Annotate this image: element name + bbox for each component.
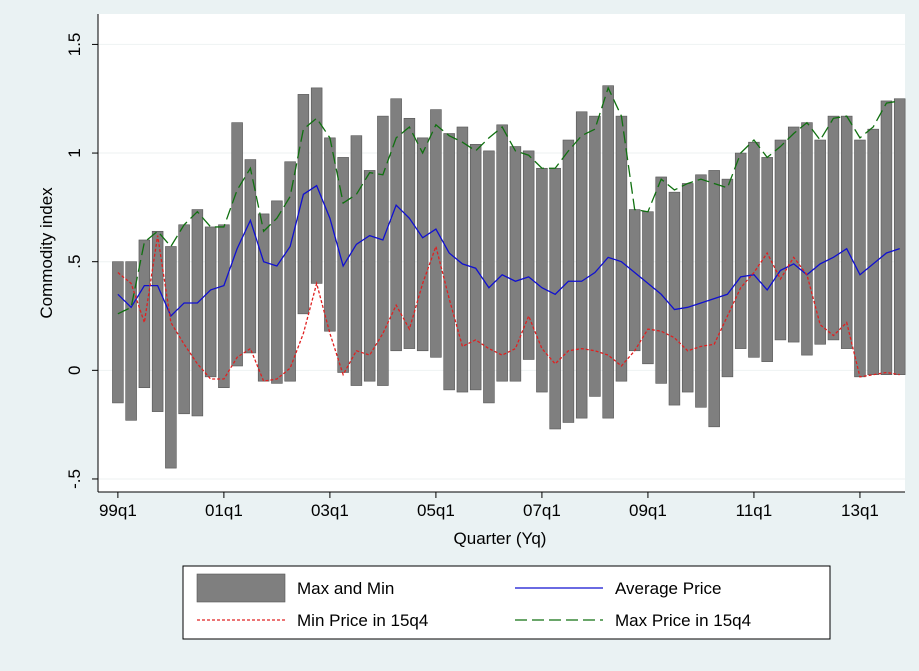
y-tick-label: 1.5 — [65, 33, 84, 57]
range-bar — [509, 146, 522, 382]
range-bar — [893, 98, 906, 375]
range-bar — [734, 152, 747, 349]
range-bar — [456, 126, 469, 393]
legend-label: Max Price in 15q4 — [615, 611, 751, 630]
range-bar — [748, 141, 760, 358]
x-axis-title: Quarter (Yq) — [454, 529, 547, 548]
range-bar — [681, 183, 694, 393]
x-tick-label: 05q1 — [417, 501, 455, 520]
range-bar — [615, 115, 628, 382]
range-bar — [801, 122, 813, 356]
range-bar — [575, 111, 588, 419]
x-tick-label: 09q1 — [629, 501, 667, 520]
range-bar — [642, 211, 654, 365]
range-bar — [324, 137, 336, 332]
range-bar — [483, 150, 495, 404]
range-bar — [628, 209, 641, 352]
line — [117, 235, 900, 382]
legend-label: Average Price — [615, 579, 721, 598]
range-bar — [854, 139, 866, 378]
range-bar — [125, 261, 137, 421]
line — [117, 184, 900, 318]
legend-label: Max and Min — [297, 579, 394, 598]
range-bar — [496, 124, 508, 382]
range-bar — [178, 224, 190, 415]
range-bar — [271, 200, 283, 384]
y-tick-label: 1 — [65, 148, 84, 157]
range-bar — [549, 167, 561, 430]
legend-key — [196, 573, 286, 603]
range-bar — [390, 98, 402, 352]
range-bar — [218, 224, 230, 389]
range-bar — [814, 139, 826, 345]
y-axis-title: Commodity index — [37, 187, 56, 319]
x-tick-label: 99q1 — [99, 501, 137, 520]
range-bar — [522, 150, 535, 360]
range-bar — [827, 115, 840, 341]
range-bar — [297, 94, 310, 315]
range-bar — [244, 159, 257, 354]
range-bar — [761, 157, 773, 362]
range-bar — [668, 191, 681, 406]
x-tick-label: 01q1 — [205, 501, 243, 520]
range-bar — [840, 115, 853, 349]
legend-box — [182, 565, 831, 640]
x-tick-label: 11q1 — [736, 501, 773, 520]
range-bar — [112, 261, 124, 404]
range-bar — [880, 100, 893, 375]
range-bar — [589, 115, 601, 397]
range-bar — [377, 115, 389, 386]
y-tick-label: -.5 — [65, 469, 84, 489]
line — [117, 86, 900, 315]
range-bar — [774, 139, 787, 341]
legend-label: Min Price in 15q4 — [297, 611, 428, 630]
y-tick-label: 0 — [65, 366, 84, 375]
range-bar — [469, 144, 482, 391]
range-bar — [787, 126, 800, 343]
range-bar — [284, 161, 296, 382]
range-bar — [165, 246, 177, 469]
range-bar — [721, 178, 734, 378]
x-tick-label: 07q1 — [523, 501, 561, 520]
range-bar — [138, 239, 151, 389]
range-bar — [536, 167, 548, 393]
range-bar — [416, 137, 429, 352]
range-bar — [151, 230, 164, 412]
range-bar — [231, 122, 243, 367]
range-bar — [430, 109, 442, 358]
range-bar — [867, 128, 879, 375]
range-bar — [363, 170, 376, 382]
range-bar — [403, 117, 416, 349]
range-bar — [695, 174, 707, 408]
range-bar — [350, 135, 363, 386]
range-bar — [655, 176, 667, 384]
range-bar — [204, 226, 217, 378]
y-tick-label: .5 — [65, 255, 84, 269]
range-bar — [257, 213, 270, 382]
x-tick-label: 03q1 — [311, 501, 349, 520]
range-bar — [443, 133, 455, 391]
x-tick-label: 13q1 — [841, 501, 879, 520]
range-bar — [602, 85, 614, 419]
range-bar — [191, 209, 204, 417]
